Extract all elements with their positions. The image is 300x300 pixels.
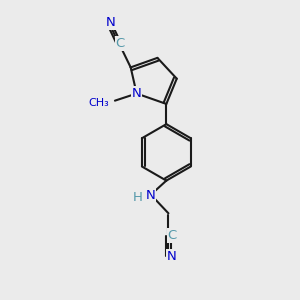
Text: N: N <box>132 87 142 100</box>
Text: H: H <box>132 191 142 204</box>
Text: CH₃: CH₃ <box>88 98 109 108</box>
Text: N: N <box>167 250 177 263</box>
Text: C: C <box>116 37 124 50</box>
Text: C: C <box>167 229 177 242</box>
Text: N: N <box>105 16 115 29</box>
Text: N: N <box>146 189 155 202</box>
